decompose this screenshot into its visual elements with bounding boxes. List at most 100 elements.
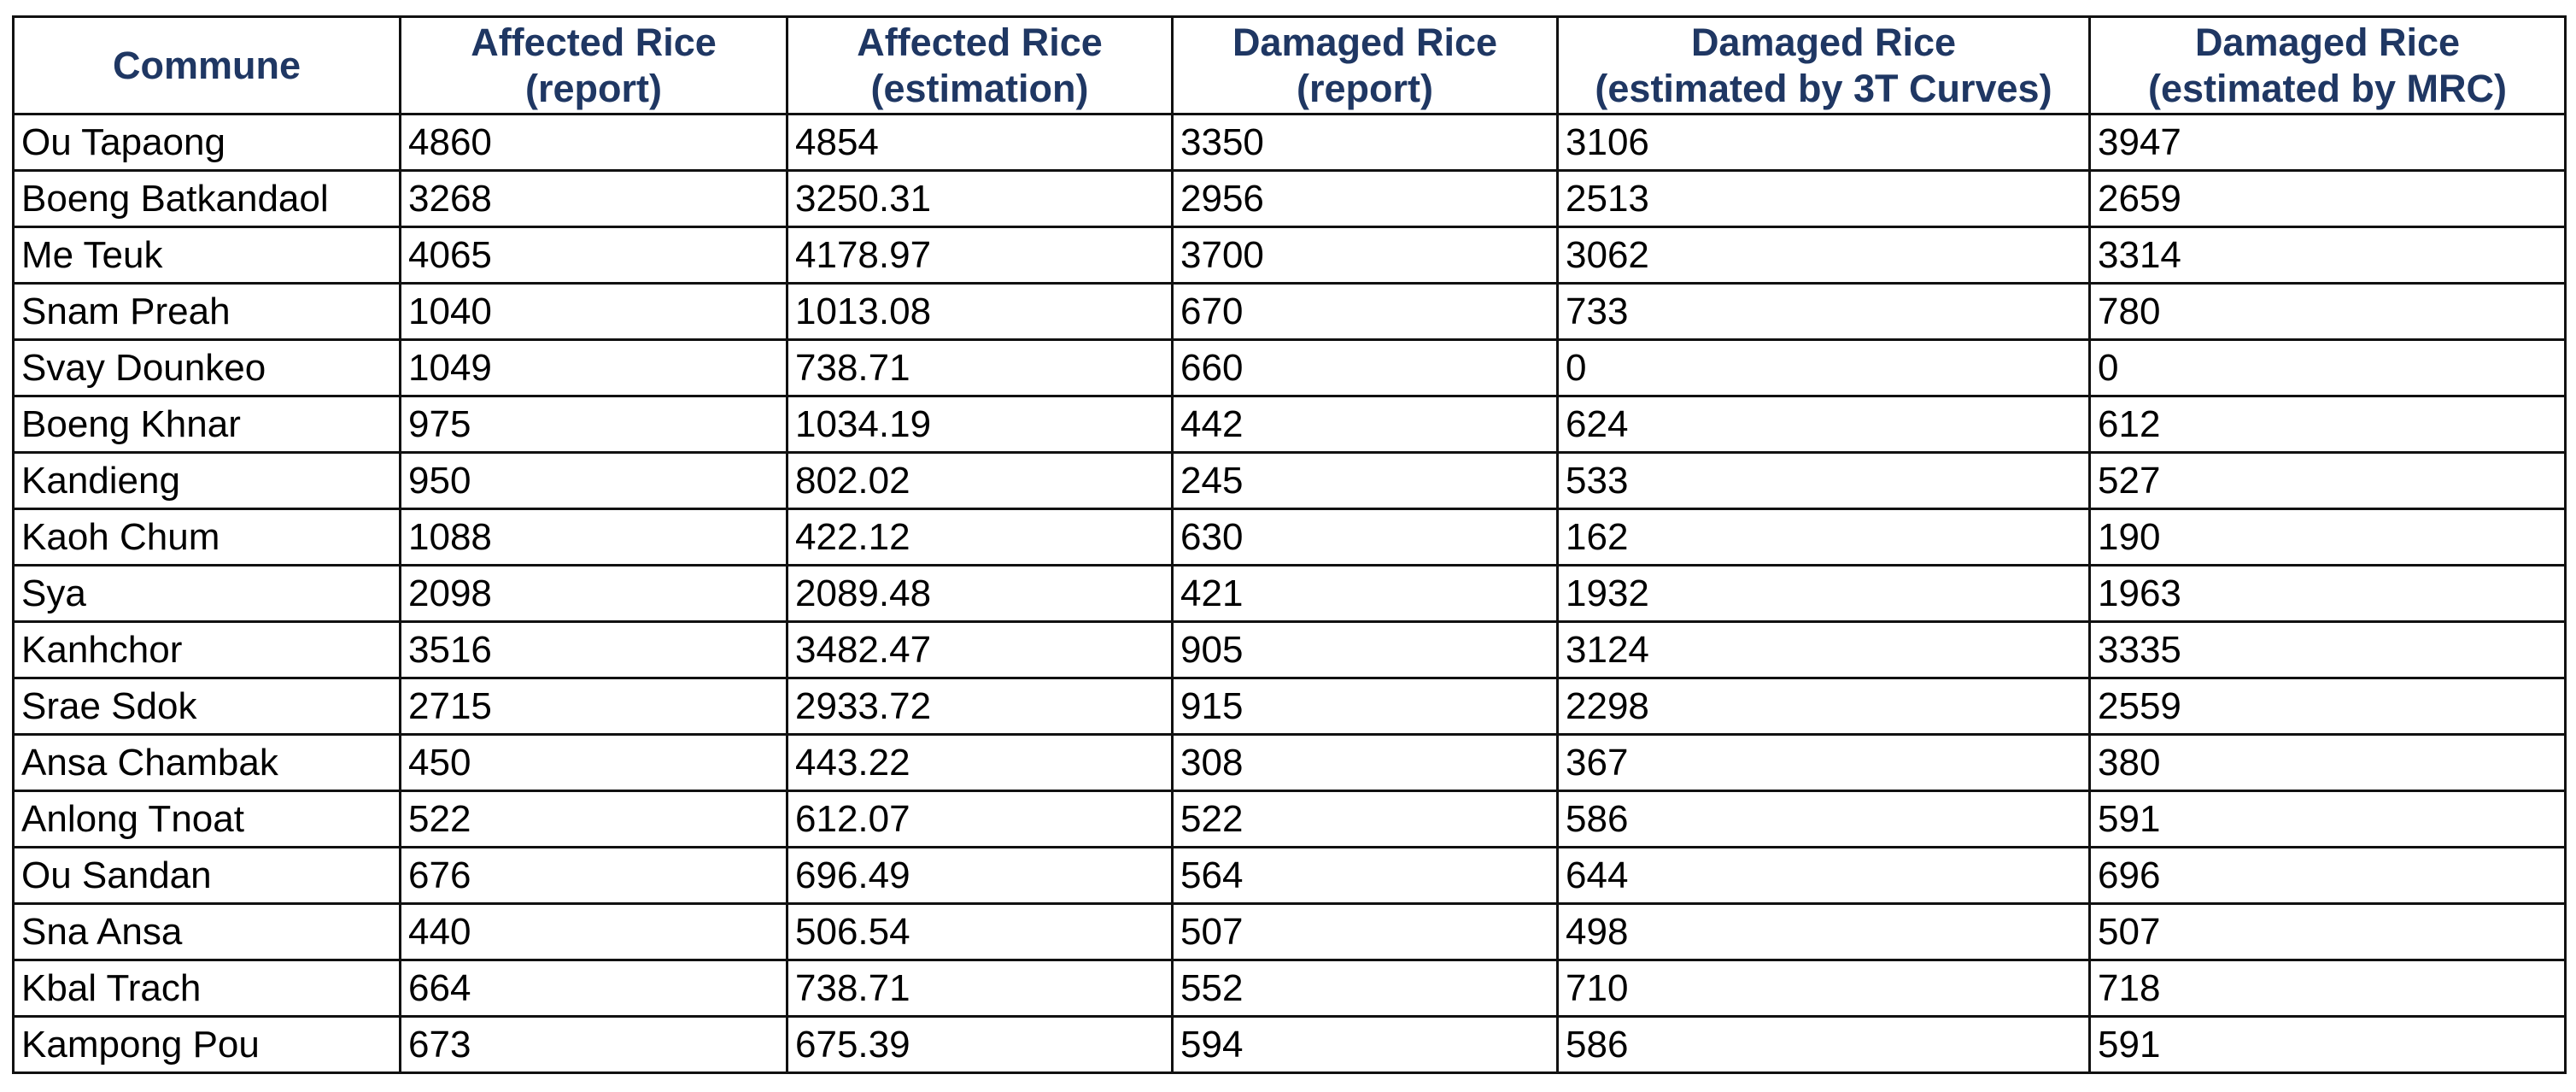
cell-affected-rice-report: 1049 xyxy=(399,338,788,397)
cell-damaged-rice-3t-curves: 710 xyxy=(1556,959,2091,1018)
cell-commune: Snam Preah xyxy=(12,282,401,341)
cell-affected-rice-report: 4065 xyxy=(399,226,788,285)
cell-commune: Kbal Trach xyxy=(12,959,401,1018)
cell-affected-rice-report: 673 xyxy=(399,1015,788,1074)
cell-damaged-rice-mrc: 190 xyxy=(2088,508,2567,567)
cell-commune: Kaoh Chum xyxy=(12,508,401,567)
header-label: Damaged Rice xyxy=(1690,20,1957,64)
cell-damaged-rice-3t-curves: 2513 xyxy=(1556,169,2091,228)
cell-commune: Svay Dounkeo xyxy=(12,338,401,397)
table-row: Anlong Tnoat 522 612.07 522 586 591 xyxy=(12,790,2567,848)
cell-damaged-rice-3t-curves: 498 xyxy=(1556,902,2091,961)
cell-commune: Srae Sdok xyxy=(12,677,401,736)
rice-damage-table: Commune Affected Rice (report) Affected … xyxy=(12,15,2567,1074)
cell-damaged-rice-3t-curves: 733 xyxy=(1556,282,2091,341)
cell-affected-rice-report: 1040 xyxy=(399,282,788,341)
cell-damaged-rice-mrc: 2659 xyxy=(2088,169,2567,228)
cell-affected-rice-report: 664 xyxy=(399,959,788,1018)
cell-damaged-rice-report: 670 xyxy=(1171,282,1559,341)
cell-damaged-rice-mrc: 3947 xyxy=(2088,113,2567,172)
cell-affected-rice-report: 3268 xyxy=(399,169,788,228)
table-row: Boeng Khnar 975 1034.19 442 624 612 xyxy=(12,395,2567,454)
cell-affected-rice-estimation: 422.12 xyxy=(786,508,1174,567)
cell-damaged-rice-3t-curves: 162 xyxy=(1556,508,2091,567)
table-row: Ou Tapaong 4860 4854 3350 3106 3947 xyxy=(12,113,2567,172)
cell-damaged-rice-report: 421 xyxy=(1171,564,1559,623)
cell-affected-rice-estimation: 4178.97 xyxy=(786,226,1174,285)
header-label: Affected Rice xyxy=(471,20,717,64)
table-row: Boeng Batkandaol 3268 3250.31 2956 2513 2659 xyxy=(12,169,2567,228)
cell-damaged-rice-report: 3350 xyxy=(1171,113,1559,172)
cell-affected-rice-estimation: 1034.19 xyxy=(786,395,1174,454)
cell-damaged-rice-mrc: 696 xyxy=(2088,846,2567,905)
cell-damaged-rice-3t-curves: 1932 xyxy=(1556,564,2091,623)
cell-damaged-rice-report: 630 xyxy=(1171,508,1559,567)
cell-damaged-rice-mrc: 1963 xyxy=(2088,564,2567,623)
header-affected-rice-estimation: Affected Rice (estimation) xyxy=(786,15,1174,115)
cell-affected-rice-report: 676 xyxy=(399,846,788,905)
cell-damaged-rice-mrc: 591 xyxy=(2088,790,2567,848)
cell-commune: Boeng Batkandaol xyxy=(12,169,401,228)
table-row: Ou Sandan 676 696.49 564 644 696 xyxy=(12,846,2567,905)
cell-commune: Anlong Tnoat xyxy=(12,790,401,848)
cell-affected-rice-estimation: 3482.47 xyxy=(786,620,1174,679)
cell-affected-rice-estimation: 738.71 xyxy=(786,338,1174,397)
cell-damaged-rice-mrc: 0 xyxy=(2088,338,2567,397)
cell-damaged-rice-mrc: 780 xyxy=(2088,282,2567,341)
cell-damaged-rice-3t-curves: 624 xyxy=(1556,395,2091,454)
cell-affected-rice-estimation: 802.02 xyxy=(786,451,1174,510)
cell-damaged-rice-3t-curves: 586 xyxy=(1556,790,2091,848)
cell-damaged-rice-mrc: 507 xyxy=(2088,902,2567,961)
cell-damaged-rice-report: 915 xyxy=(1171,677,1559,736)
table-row: Kbal Trach 664 738.71 552 710 718 xyxy=(12,959,2567,1018)
cell-affected-rice-report: 522 xyxy=(399,790,788,848)
cell-commune: Kampong Pou xyxy=(12,1015,401,1074)
cell-affected-rice-estimation: 3250.31 xyxy=(786,169,1174,228)
table-row: Kaoh Chum 1088 422.12 630 162 190 xyxy=(12,508,2567,567)
cell-affected-rice-report: 2715 xyxy=(399,677,788,736)
cell-damaged-rice-3t-curves: 533 xyxy=(1556,451,2091,510)
cell-affected-rice-estimation: 696.49 xyxy=(786,846,1174,905)
table-row: Sya 2098 2089.48 421 1932 1963 xyxy=(12,564,2567,623)
cell-damaged-rice-report: 564 xyxy=(1171,846,1559,905)
table-body: Ou Tapaong 4860 4854 3350 3106 3947 Boeng Batk… xyxy=(12,113,2567,1074)
header-affected-rice-report: Affected Rice (report) xyxy=(399,15,788,115)
cell-damaged-rice-3t-curves: 3062 xyxy=(1556,226,2091,285)
cell-damaged-rice-report: 905 xyxy=(1171,620,1559,679)
cell-affected-rice-report: 4860 xyxy=(399,113,788,172)
cell-damaged-rice-report: 522 xyxy=(1171,790,1559,848)
cell-damaged-rice-report: 660 xyxy=(1171,338,1559,397)
cell-damaged-rice-report: 594 xyxy=(1171,1015,1559,1074)
table-row: Srae Sdok 2715 2933.72 915 2298 2559 xyxy=(12,677,2567,736)
cell-commune: Me Teuk xyxy=(12,226,401,285)
header-damaged-rice-report: Damaged Rice (report) xyxy=(1171,15,1559,115)
cell-affected-rice-report: 975 xyxy=(399,395,788,454)
cell-damaged-rice-mrc: 380 xyxy=(2088,733,2567,792)
cell-commune: Sna Ansa xyxy=(12,902,401,961)
cell-affected-rice-estimation: 612.07 xyxy=(786,790,1174,848)
cell-damaged-rice-mrc: 612 xyxy=(2088,395,2567,454)
cell-commune: Ou Sandan xyxy=(12,846,401,905)
cell-damaged-rice-report: 3700 xyxy=(1171,226,1559,285)
cell-damaged-rice-3t-curves: 2298 xyxy=(1556,677,2091,736)
cell-affected-rice-report: 3516 xyxy=(399,620,788,679)
header-damaged-rice-mrc: Damaged Rice (estimated by MRC) xyxy=(2088,15,2567,115)
cell-damaged-rice-mrc: 3335 xyxy=(2088,620,2567,679)
cell-affected-rice-report: 950 xyxy=(399,451,788,510)
cell-damaged-rice-report: 507 xyxy=(1171,902,1559,961)
cell-damaged-rice-report: 552 xyxy=(1171,959,1559,1018)
cell-affected-rice-estimation: 738.71 xyxy=(786,959,1174,1018)
cell-affected-rice-estimation: 2933.72 xyxy=(786,677,1174,736)
cell-damaged-rice-3t-curves: 367 xyxy=(1556,733,2091,792)
cell-affected-rice-estimation: 443.22 xyxy=(786,733,1174,792)
cell-damaged-rice-3t-curves: 3106 xyxy=(1556,113,2091,172)
table-row: Svay Dounkeo 1049 738.71 660 0 0 xyxy=(12,338,2567,397)
cell-commune: Ansa Chambak xyxy=(12,733,401,792)
header-sublabel: (estimation) xyxy=(870,66,1089,110)
cell-damaged-rice-mrc: 3314 xyxy=(2088,226,2567,285)
cell-damaged-rice-report: 2956 xyxy=(1171,169,1559,228)
table-row: Kanhchor 3516 3482.47 905 3124 3335 xyxy=(12,620,2567,679)
header-sublabel: (report) xyxy=(525,66,662,110)
cell-affected-rice-estimation: 2089.48 xyxy=(786,564,1174,623)
cell-damaged-rice-mrc: 2559 xyxy=(2088,677,2567,736)
